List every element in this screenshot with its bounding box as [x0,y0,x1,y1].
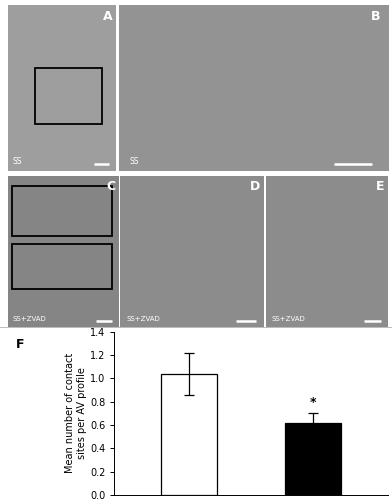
Text: C: C [106,180,115,193]
Bar [12,186,112,236]
Text: SS: SS [12,157,22,166]
Bar [161,374,217,495]
Text: A: A [103,10,113,23]
Text: D: D [250,180,260,193]
Bar [285,422,341,495]
Text: SS+ZVAD: SS+ZVAD [271,316,305,322]
Text: B: B [370,10,380,23]
Text: SS: SS [129,157,139,166]
Text: *: * [310,396,317,408]
Text: SS+ZVAD: SS+ZVAD [126,316,160,322]
Text: F: F [16,338,25,351]
Bar [12,244,112,289]
Text: E: E [376,180,385,193]
Y-axis label: Mean number of contact
sites per AV profile: Mean number of contact sites per AV prof… [65,353,87,474]
Bar [35,68,102,124]
Text: SS+ZVAD: SS+ZVAD [12,316,46,322]
